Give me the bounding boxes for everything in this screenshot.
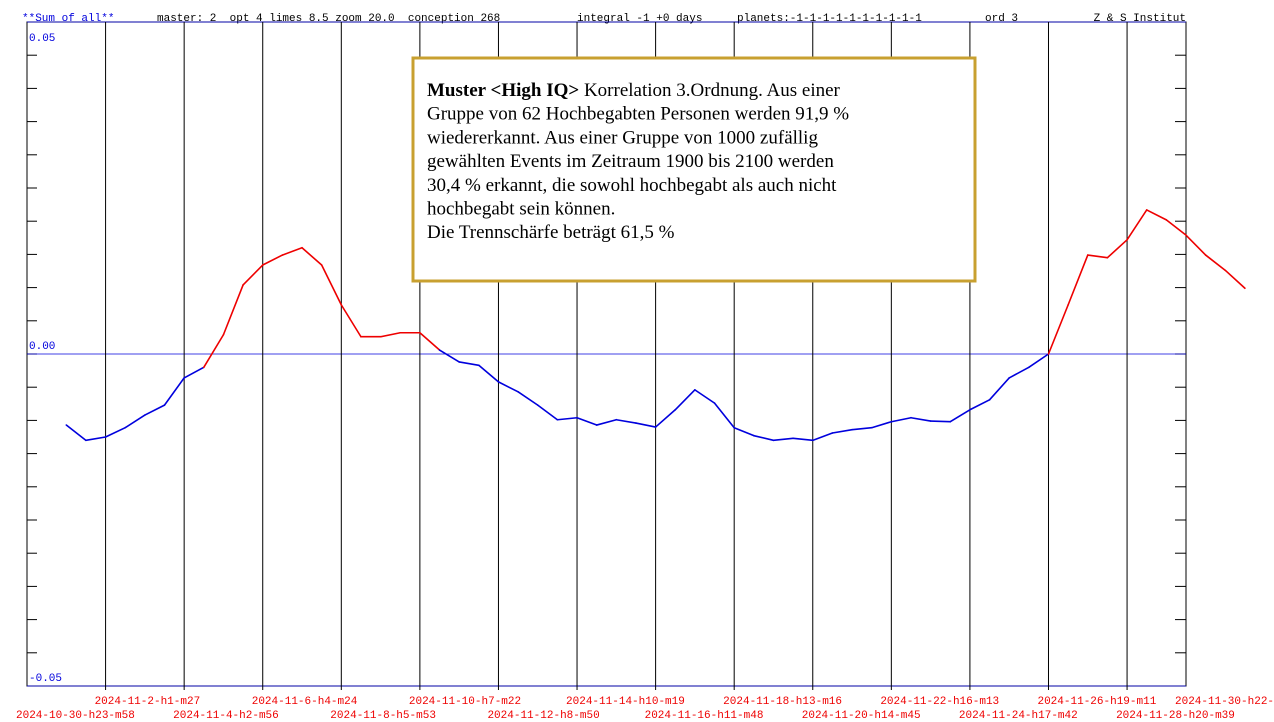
x-tick-label: 2024-11-8-h5-m53	[330, 710, 436, 722]
line-segment	[320, 264, 343, 306]
header-institute: Z & S Institut	[1094, 13, 1186, 25]
line-segment	[419, 331, 441, 351]
line-segment	[1224, 269, 1246, 290]
line-segment	[674, 389, 696, 411]
x-tick-label: 2024-11-20-h14-m45	[802, 710, 921, 722]
line-segment	[576, 416, 598, 426]
line-segment	[222, 284, 244, 336]
annotation-line: hochbegabt sein können.	[427, 199, 615, 220]
annotation-text: Korrelation 3.Ordnung. Aus einer	[579, 80, 840, 101]
x-tick-label: 2024-11-10-h7-m22	[409, 696, 521, 708]
line-segment	[104, 426, 127, 438]
line-segment	[831, 428, 853, 434]
line-segment	[124, 414, 146, 429]
line-segment	[1185, 234, 1207, 256]
x-tick-label: 2024-11-22-h16-m13	[880, 696, 999, 708]
annotation-line: wiedererkannt. Aus einer Gruppe von 1000…	[427, 127, 818, 148]
line-segment	[536, 404, 559, 421]
line-segment	[1165, 219, 1187, 236]
line-segment	[1047, 304, 1069, 355]
x-tick-label: 2024-11-30-h22-m8	[1175, 696, 1274, 708]
y-tick-label: -0.05	[29, 673, 62, 685]
line-segment	[183, 366, 205, 379]
header-order: ord 3	[985, 13, 1018, 25]
line-segment	[202, 333, 225, 369]
line-segment	[1008, 366, 1030, 379]
line-segment	[261, 254, 284, 266]
line-segment	[870, 420, 893, 429]
annotation-line: gewählten Events im Zeitraum 1900 bis 21…	[427, 151, 834, 172]
annotation: Muster <High IQ> Korrelation 3.Ordnung. …	[427, 80, 849, 243]
annotation-line: Die Trennschärfe beträgt 61,5 %	[427, 222, 675, 243]
line-segment	[1204, 254, 1227, 272]
annotation-line: Muster <High IQ> Korrelation 3.Ordnung. …	[427, 80, 841, 101]
x-tick-label: 2024-11-26-h19-m11	[1037, 696, 1156, 708]
line-segment	[1106, 238, 1128, 259]
annotation-line: Gruppe von 62 Hochbegabten Personen werd…	[427, 104, 849, 125]
line-segment	[340, 304, 362, 338]
line-segment	[517, 391, 539, 406]
line-segment	[694, 389, 716, 404]
line-segment	[438, 349, 460, 363]
x-tick-label: 2024-11-16-h11-m48	[645, 710, 764, 722]
line-segment	[792, 437, 814, 442]
line-segment	[1067, 254, 1089, 306]
line-segment	[595, 418, 618, 426]
line-segment	[615, 418, 637, 424]
header-settings: master: 2 opt 4 limes 8.5 zoom 20.0 conc…	[157, 13, 500, 25]
x-tick-label: 2024-10-30-h23-m58	[16, 710, 135, 722]
line-segment	[85, 436, 107, 442]
x-tick-label: 2024-11-6-h4-m24	[252, 696, 358, 708]
line-segment	[1145, 209, 1168, 221]
line-segment	[242, 264, 264, 286]
line-segment	[929, 420, 952, 423]
line-segment	[811, 432, 834, 442]
annotation-line: 30,4 % erkannt, die sowohl hochbegabt al…	[427, 175, 837, 196]
line-segment	[772, 437, 794, 442]
line-segment	[163, 377, 185, 406]
line-segment	[1086, 254, 1109, 259]
y-tick-label: 0.05	[29, 33, 55, 45]
line-segment	[733, 426, 755, 437]
y-tick-label: 0.00	[29, 341, 55, 353]
line-segment	[635, 422, 657, 428]
line-segment	[910, 416, 932, 422]
x-tick-label: 2024-11-2-h1-m27	[95, 696, 201, 708]
line-segment	[753, 434, 775, 442]
line-segment	[65, 424, 87, 442]
line-segment	[654, 408, 677, 428]
line-segment	[1126, 209, 1148, 241]
annotation-bold: Muster <High IQ>	[427, 80, 579, 101]
x-tick-label: 2024-11-18-h13-m16	[723, 696, 842, 708]
header-title: **Sum of all**	[22, 13, 114, 25]
line-segment	[144, 404, 166, 416]
line-segment	[890, 416, 912, 423]
x-tick-label: 2024-11-14-h10-m19	[566, 696, 685, 708]
line-segment	[949, 408, 971, 423]
line-segment	[556, 416, 578, 421]
line-segment	[1028, 353, 1050, 369]
line-segment	[497, 381, 519, 393]
line-segment	[988, 377, 1011, 401]
x-tick-label: 2024-11-24-h17-m42	[959, 710, 1078, 722]
line-segment	[969, 399, 991, 411]
line-segment	[713, 402, 735, 429]
line-segment	[379, 331, 402, 338]
x-tick-label: 2024-11-28-h20-m39	[1116, 710, 1235, 722]
line-segment	[281, 246, 303, 256]
line-segment	[851, 426, 873, 431]
header-planets: planets:-1-1-1-1-1-1-1-1-1-1	[737, 13, 922, 25]
annotation-box	[411, 56, 977, 283]
header-integral: integral -1 +0 days	[577, 13, 702, 25]
x-tick-label: 2024-11-4-h2-m56	[173, 710, 279, 722]
line-segment	[478, 364, 500, 383]
line-segment	[458, 361, 480, 367]
line-segment	[301, 246, 323, 266]
x-tick-label: 2024-11-12-h8-m50	[487, 710, 599, 722]
